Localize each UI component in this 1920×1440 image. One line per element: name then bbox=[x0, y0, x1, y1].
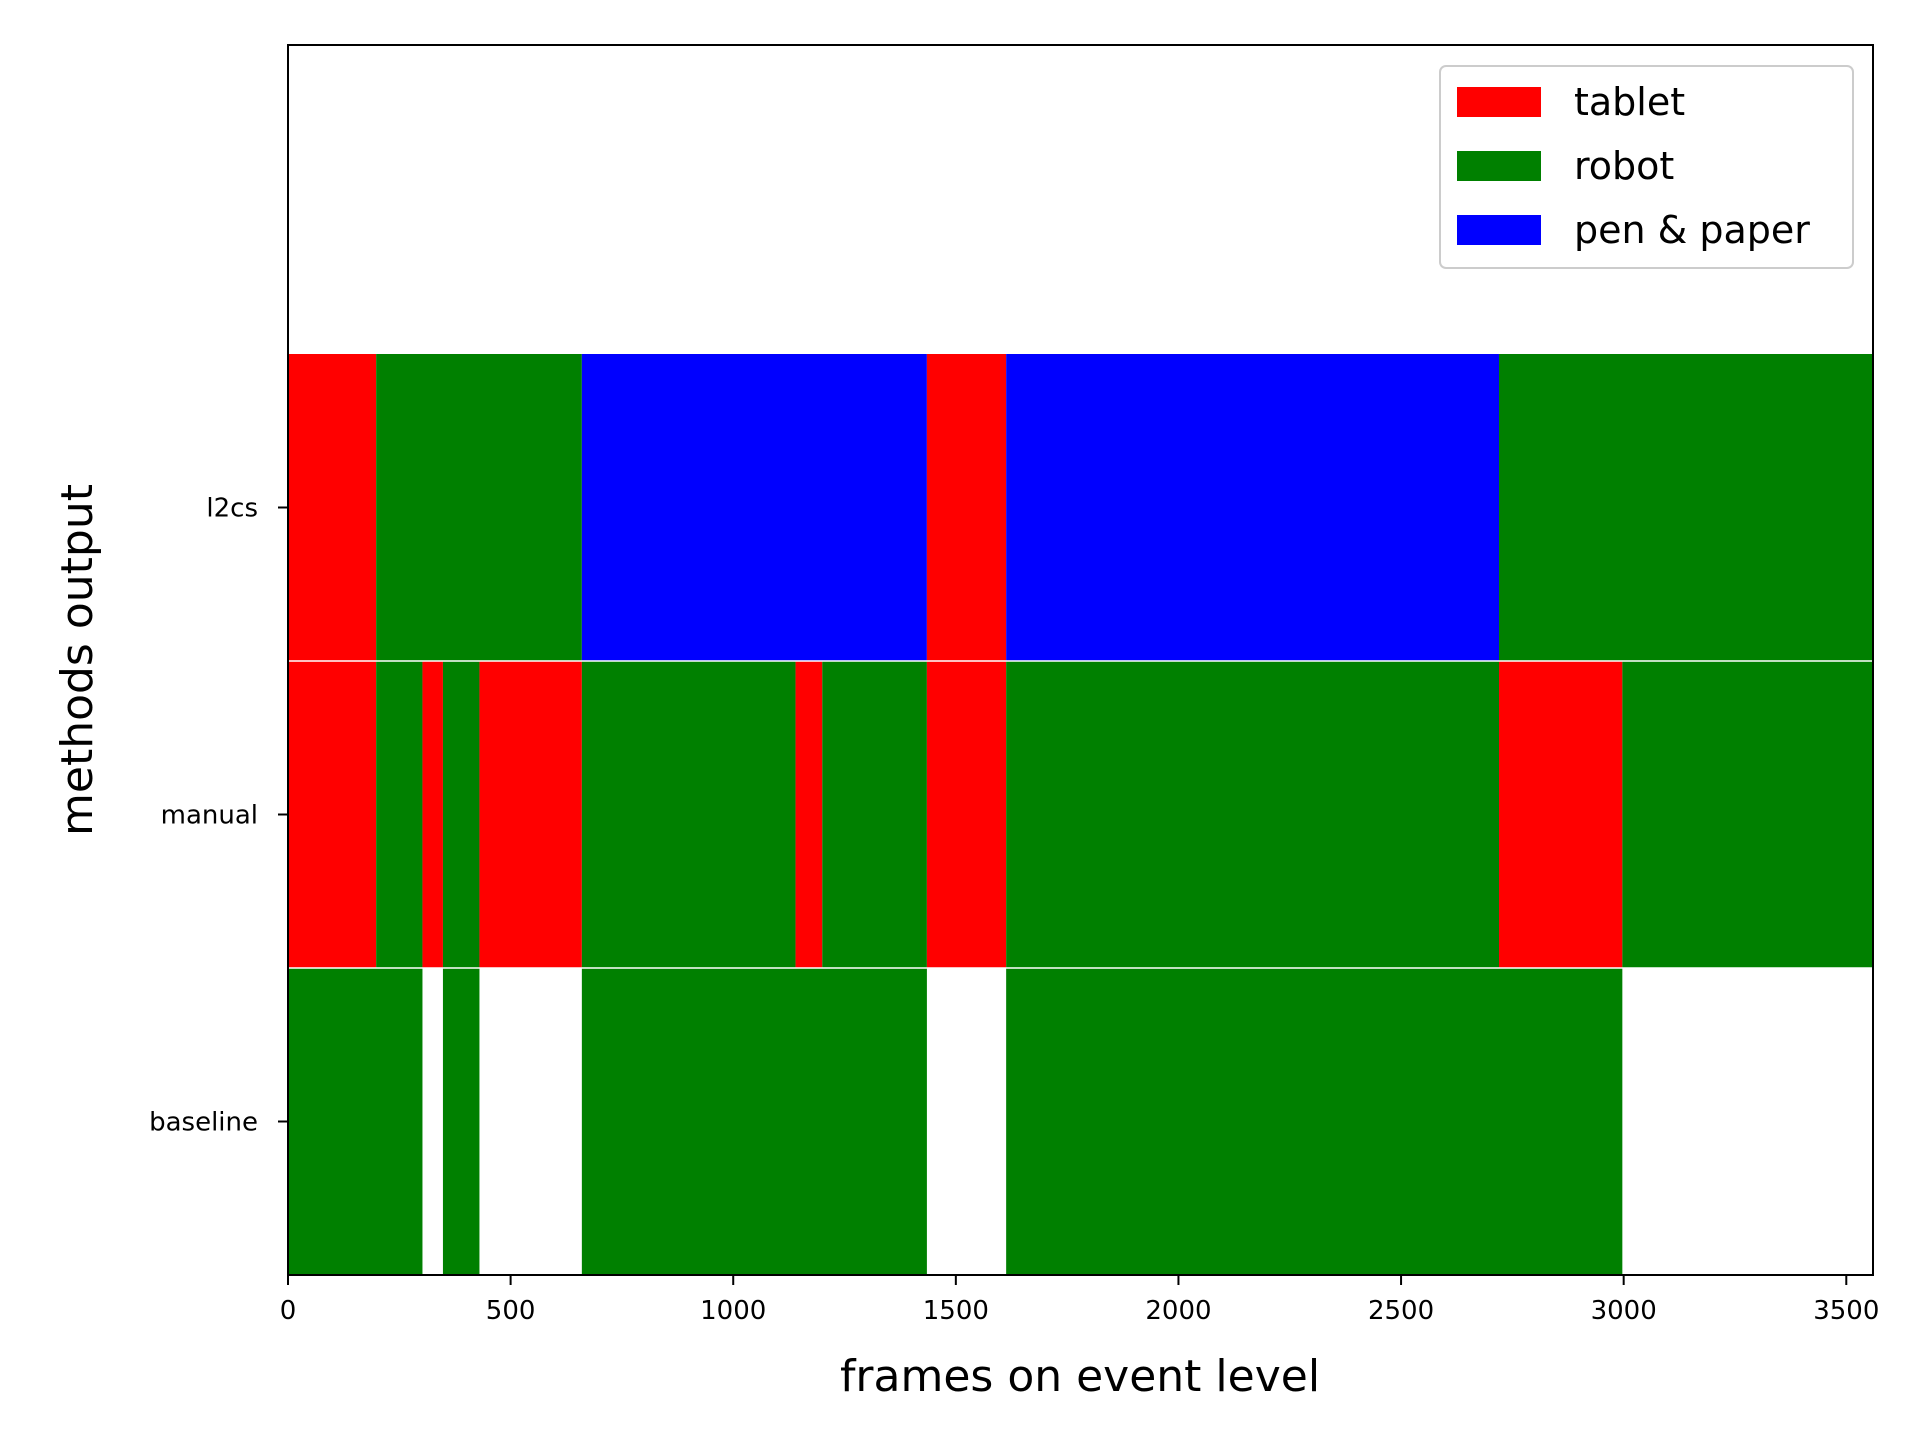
x-tick-label-3000: 3000 bbox=[1591, 1296, 1657, 1326]
legend-label-tablet: tablet bbox=[1574, 80, 1685, 124]
segment-manual-0 bbox=[288, 661, 377, 968]
x-tick-label-1500: 1500 bbox=[923, 1296, 989, 1326]
x-tick-label-500: 500 bbox=[486, 1296, 536, 1326]
x-tick-label-2000: 2000 bbox=[1145, 1296, 1211, 1326]
segment-manual-7 bbox=[822, 661, 927, 968]
segment-l2cs-5 bbox=[1499, 354, 1873, 661]
x-tick-label-0: 0 bbox=[280, 1296, 297, 1326]
legend-swatch-robot bbox=[1457, 151, 1541, 181]
y-tick-label-manual: manual bbox=[161, 801, 258, 831]
x-axis: 0 500 1000 1500 2000 2500 3000 3500 bbox=[280, 1275, 1879, 1326]
segment-baseline-1 bbox=[442, 968, 480, 1275]
segment-baseline-0 bbox=[288, 968, 423, 1275]
segment-l2cs-1 bbox=[376, 354, 582, 661]
legend-swatch-tablet bbox=[1457, 87, 1541, 117]
segment-manual-5 bbox=[581, 661, 796, 968]
segment-l2cs-0 bbox=[288, 354, 377, 661]
row-separators bbox=[288, 660, 1873, 969]
segment-manual-10 bbox=[1499, 661, 1623, 968]
segment-manual-9 bbox=[1006, 661, 1500, 968]
y-tick-label-baseline: baseline bbox=[149, 1108, 258, 1138]
legend-label-pen-paper: pen & paper bbox=[1574, 208, 1810, 252]
legend-swatch-pen-paper bbox=[1457, 215, 1541, 245]
x-tick-label-1000: 1000 bbox=[700, 1296, 766, 1326]
segment-baseline-2 bbox=[581, 968, 927, 1275]
segment-l2cs-2 bbox=[581, 354, 927, 661]
y-axis: baseline manual l2cs bbox=[149, 494, 288, 1138]
legend-frame bbox=[1439, 65, 1854, 269]
segment-manual-3 bbox=[442, 661, 480, 968]
x-tick-label-3500: 3500 bbox=[1813, 1296, 1879, 1326]
y-tick-label-l2cs: l2cs bbox=[206, 494, 258, 524]
segment-manual-6 bbox=[795, 661, 823, 968]
segment-manual-1 bbox=[376, 661, 423, 968]
plot-frame bbox=[287, 44, 1874, 1276]
segments-layer bbox=[288, 354, 1873, 1275]
legend-label-robot: robot bbox=[1574, 144, 1674, 188]
segment-manual-4 bbox=[479, 661, 582, 968]
x-tick-label-2500: 2500 bbox=[1368, 1296, 1434, 1326]
segment-manual-8 bbox=[926, 661, 1007, 968]
segment-manual-11 bbox=[1622, 661, 1873, 968]
legend: tablet robot pen & paper bbox=[1439, 65, 1854, 269]
segment-manual-2 bbox=[422, 661, 443, 968]
segment-l2cs-4 bbox=[1006, 354, 1500, 661]
y-axis-label: methods output bbox=[52, 484, 103, 836]
segment-baseline-3 bbox=[1006, 968, 1623, 1275]
x-axis-label: frames on event level bbox=[840, 1351, 1320, 1402]
segment-l2cs-3 bbox=[926, 354, 1007, 661]
